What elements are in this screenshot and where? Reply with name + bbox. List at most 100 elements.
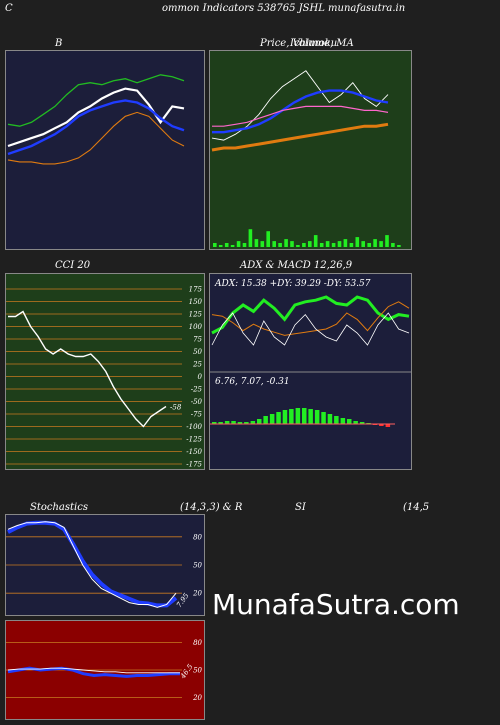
cci-tick-label: -150 — [186, 448, 202, 456]
cci-tick-label: 125 — [189, 311, 203, 319]
panel-price — [209, 50, 412, 250]
panel-cci: 175 150 125 100 75 50 25 0 -25 -50 -75 -100 -125 -150… — [5, 273, 205, 470]
cci-line — [8, 310, 167, 428]
rsi-tick-label: 80 — [193, 639, 202, 647]
volume-bar — [272, 241, 276, 247]
macd-bar — [244, 422, 249, 424]
panel-cci-chart: 175 150 125 100 75 50 25 0 -25 -50 -75 -100 -125 -150… — [6, 286, 203, 469]
macd-bar — [276, 412, 281, 424]
volume-bar — [266, 231, 270, 247]
price-series-line — [211, 122, 389, 152]
macd-bar — [257, 419, 262, 424]
macd-label: 6.76, 7.07, -0.31 — [215, 377, 290, 387]
panel-b-series-line — [7, 99, 185, 156]
panel-rsi-title-mid: (14,5 — [403, 502, 430, 513]
macd-bar — [282, 410, 288, 424]
volume-bar — [230, 245, 235, 247]
stoch-tick-label: 80 — [193, 533, 202, 541]
macd-bar — [308, 409, 313, 424]
stoch-tick-label: 50 — [193, 562, 202, 570]
macd-bar — [237, 422, 243, 424]
volume-bar — [385, 235, 389, 247]
volume-bar — [296, 245, 300, 247]
panel-price-chart — [211, 70, 401, 247]
macd-bar — [269, 414, 275, 424]
cci-tick-label: 175 — [189, 286, 203, 294]
macd-bar — [340, 418, 346, 424]
volume-bar — [361, 241, 365, 247]
volume-bar — [337, 241, 342, 247]
cci-tick-label: 50 — [193, 348, 202, 356]
macd-bar — [347, 419, 352, 424]
macd-bar — [295, 408, 301, 424]
macd-bar — [302, 408, 307, 424]
adx-label: ADX: 15.38 +DY: 39.29 -DY: 53.57 — [214, 279, 371, 289]
volume-bar — [213, 243, 217, 247]
rsi-ma-line — [7, 667, 180, 674]
macd-bar — [359, 422, 365, 424]
panel-b-chart — [7, 74, 185, 165]
macd-bar — [327, 414, 333, 424]
cci-tick-label: 0 — [198, 373, 203, 381]
volume-bar — [355, 237, 360, 247]
panel-b — [5, 50, 205, 250]
panel-stoch-chart: 80 50 207.95 — [6, 520, 203, 609]
header-left-letter: C — [5, 3, 13, 14]
panel-stoch: 80 50 20 7.95 — [5, 514, 205, 616]
volume-bar — [278, 243, 282, 247]
volume-bar — [397, 245, 401, 247]
volume-bar — [302, 243, 306, 247]
cci-tick-label: -175 — [186, 461, 202, 469]
panel-rsi: 80 50 20 46.5 — [5, 620, 205, 720]
page-title: ommon Indicators 538765 JSHL munafasutra… — [162, 3, 406, 14]
macd-bar — [334, 416, 339, 424]
volume-bar — [349, 243, 354, 247]
cci-last-label: -58 — [170, 404, 182, 412]
rsi-tick-label: 20 — [192, 694, 202, 702]
panel-b-series-line — [7, 74, 185, 127]
watermark: MunafaSutra.com — [212, 588, 460, 621]
volume-bar — [373, 239, 377, 247]
volume-bar — [236, 241, 241, 247]
rsi-tick-label: 50 — [193, 667, 202, 675]
volume-bar — [379, 241, 383, 247]
cci-tick-label: 25 — [192, 361, 202, 369]
volume-bar — [290, 241, 294, 247]
adx-series-line — [211, 295, 410, 335]
adx-series-line — [211, 301, 410, 336]
panel-adx-chart: ADX: 15.38 +DY: 39.29 -DY: 53.57 6.76, 7.… — [210, 279, 411, 427]
volume-bar — [331, 243, 336, 247]
cci-tick-label: 75 — [193, 336, 202, 344]
volume-bar — [248, 229, 253, 247]
volume-bar — [319, 243, 324, 247]
volume-bar — [391, 243, 395, 247]
panel-adx: ADX: 15.38 +DY: 39.29 -DY: 53.57 6.76, 7.… — [209, 273, 412, 470]
volume-bar — [224, 243, 229, 247]
volume-bar — [325, 241, 330, 247]
macd-bar — [321, 412, 326, 424]
panel-price-subtitle: Ichimoku — [290, 38, 338, 49]
cci-tick-label: -125 — [186, 436, 202, 444]
macd-bar — [385, 424, 391, 427]
macd-bar — [263, 416, 268, 424]
volume-bar — [308, 241, 312, 247]
cci-tick-label: -25 — [191, 386, 203, 394]
panel-b-series-line — [7, 111, 185, 165]
macd-bar — [314, 410, 320, 424]
macd-bar — [231, 421, 236, 424]
macd-bar — [353, 421, 358, 424]
stoch-tick-label: 20 — [192, 590, 202, 598]
cci-tick-label: -75 — [191, 411, 203, 419]
macd-bar — [212, 422, 217, 424]
volume-bar — [284, 239, 288, 247]
macd-bar — [379, 424, 384, 426]
panel-stoch-title-left: Stochastics — [30, 502, 88, 513]
panel-b-title: B — [55, 38, 63, 49]
panel-adx-title: ADX & MACD 12,26,9 — [240, 260, 353, 271]
volume-bar — [313, 235, 318, 247]
macd-bar — [289, 409, 294, 424]
cci-tick-label: -50 — [191, 398, 203, 406]
panel-rsi-title-left: SI — [295, 502, 306, 513]
volume-bar — [254, 239, 259, 247]
